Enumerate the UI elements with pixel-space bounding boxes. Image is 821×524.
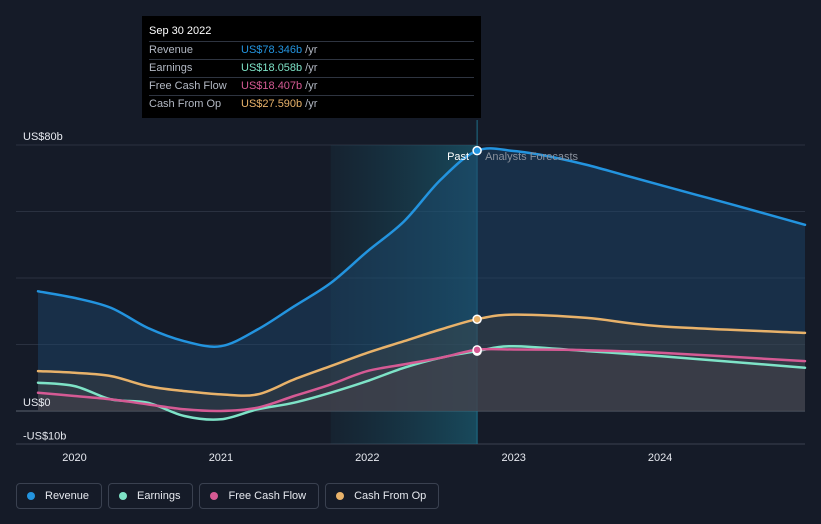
- tooltip-unit: /yr: [305, 98, 318, 110]
- y-axis-label: US$0: [23, 397, 51, 409]
- tooltip-value: US$78.346b: [241, 44, 303, 56]
- revenue-marker: [472, 145, 482, 156]
- revenue-line: [36, 147, 807, 348]
- tooltip-unit: /yr: [305, 62, 318, 74]
- tooltip-value: US$18.058b: [241, 62, 303, 74]
- tooltip: Sep 30 2022 Revenue US$78.346b /yr Earni…: [142, 16, 481, 118]
- legend-label: Revenue: [45, 490, 90, 502]
- forecast-label: Analysts Forecasts: [485, 151, 578, 163]
- legend-label: Earnings: [137, 490, 181, 502]
- y-axis-label: -US$10b: [23, 430, 66, 442]
- free-cash-flow-line: [36, 347, 807, 413]
- legend-label: Cash From Op: [354, 490, 427, 502]
- legend: Revenue Earnings Free Cash Flow Cash Fro…: [16, 483, 440, 509]
- tooltip-row-revenue: Revenue US$78.346b /yr: [149, 41, 474, 59]
- tooltip-value: US$27.590b: [241, 98, 303, 110]
- tooltip-row-free-cash-flow: Free Cash Flow US$18.407b /yr: [149, 77, 474, 95]
- past-label: Past: [447, 151, 469, 163]
- x-tick-label: 2021: [209, 452, 233, 464]
- legend-item-cash-from-op[interactable]: Cash From Op: [325, 483, 440, 509]
- tooltip-label: Revenue: [149, 44, 194, 56]
- free-cash-flow-marker: [472, 345, 482, 355]
- earnings-area: [38, 346, 805, 420]
- tooltip-unit: /yr: [305, 80, 318, 92]
- legend-item-revenue[interactable]: Revenue: [16, 483, 103, 509]
- legend-label: Free Cash Flow: [228, 490, 307, 502]
- legend-item-earnings[interactable]: Earnings: [108, 483, 194, 509]
- tooltip-label: Free Cash Flow: [149, 80, 227, 92]
- x-tick-label: 2023: [501, 452, 525, 464]
- x-tick-label: 2024: [648, 452, 672, 464]
- tooltip-value: US$18.407b: [241, 80, 303, 92]
- revenue-dot-icon: [27, 492, 35, 500]
- x-tick-label: 2022: [355, 452, 379, 464]
- tooltip-label: Earnings: [149, 62, 193, 74]
- tooltip-row-cash-from-op: Cash From Op US$27.590b /yr: [149, 95, 474, 113]
- revenue-area: [38, 148, 805, 411]
- y-axis-label: US$80b: [23, 131, 63, 143]
- tooltip-unit: /yr: [305, 44, 318, 56]
- tooltip-date: Sep 30 2022: [149, 25, 212, 37]
- legend-item-free-cash-flow[interactable]: Free Cash Flow: [199, 483, 320, 509]
- past-highlight-band: [330, 145, 478, 444]
- cash-from-op-marker: [472, 314, 482, 324]
- cash-from-op-dot-icon: [336, 492, 345, 500]
- earnings-dot-icon: [119, 492, 128, 500]
- cash-from-op-line: [36, 313, 807, 397]
- tooltip-label: Cash From Op: [149, 98, 222, 110]
- free-cash-flow-area: [38, 349, 805, 412]
- free-cash-flow-dot-icon: [210, 492, 219, 500]
- x-tick-label: 2020: [62, 452, 86, 464]
- tooltip-row-earnings: Earnings US$18.058b /yr: [149, 59, 474, 77]
